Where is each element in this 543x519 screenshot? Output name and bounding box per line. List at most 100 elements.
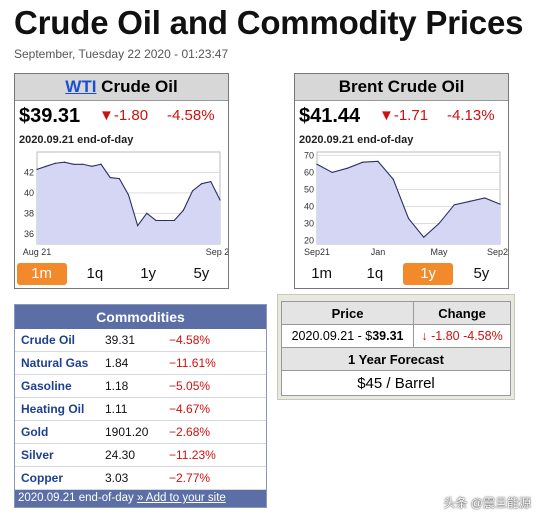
- wti-tab-1m[interactable]: 1m: [16, 263, 67, 285]
- chart-data-point: [346, 167, 349, 169]
- footer-date: 2020.09.21 end-of-day: [18, 492, 134, 504]
- chart-data-point: [155, 219, 157, 222]
- commodity-name[interactable]: Copper: [15, 466, 101, 490]
- commodity-percent: −4.67%: [165, 397, 266, 421]
- chart-data-point: [377, 160, 379, 162]
- wti-percent: -4.58%: [167, 107, 215, 124]
- chart-data-point: [45, 165, 47, 167]
- chart-data-point: [36, 168, 38, 170]
- forecast-widget: Price Change 2020.09.21 - $39.31 ↓ -1.80…: [277, 294, 515, 400]
- forecast-price: 39.31: [372, 329, 404, 343]
- chart-data-point: [91, 165, 93, 167]
- chart-y-tick-label: 70: [304, 150, 314, 160]
- commodity-percent: −2.68%: [165, 420, 266, 444]
- chart-data-point: [127, 194, 130, 196]
- chart-data-point: [210, 181, 212, 183]
- chart-data-point: [499, 203, 501, 205]
- table-row: Copper 3.03 −2.77%: [15, 466, 266, 490]
- chart-data-point: [219, 199, 221, 201]
- brent-header: Brent Crude Oil: [295, 74, 508, 101]
- brent-tab-1y[interactable]: 1y: [403, 263, 454, 285]
- wti-range-tabs: 1m 1q 1y 5y: [15, 263, 228, 285]
- chart-y-tick-label: 36: [24, 229, 34, 239]
- wti-title: Crude Oil: [96, 77, 178, 96]
- commodity-name[interactable]: Gasoline: [15, 374, 101, 398]
- commodity-name[interactable]: Gold: [15, 420, 101, 444]
- chart-data-point: [118, 177, 120, 180]
- wti-tab-5y[interactable]: 5y: [193, 265, 210, 282]
- add-to-site-link[interactable]: » Add to your site: [136, 492, 226, 504]
- chart-data-point: [82, 163, 84, 165]
- brent-note: 2020.09.21 end-of-day: [299, 134, 414, 146]
- brent-tab-1m[interactable]: 1m: [311, 265, 333, 282]
- chart-data-point: [423, 236, 425, 238]
- table-row: Heating Oil 1.11 −4.67%: [15, 397, 266, 421]
- chart-data-point: [407, 217, 410, 220]
- commodities-footer: 2020.09.21 end-of-day » Add to your site: [15, 490, 266, 507]
- chart-x-tick-label: Jan: [371, 247, 386, 257]
- table-row: Natural Gas 1.84 −11.61%: [15, 351, 266, 375]
- chart-data-point: [484, 197, 486, 199]
- table-row: Crude Oil 39.31 −4.58%: [15, 329, 266, 352]
- chart-x-tick-label: Sep21: [487, 247, 508, 257]
- chart-x-tick-label: Aug 21: [23, 247, 52, 257]
- chart-data-point: [362, 161, 364, 163]
- chart-data-point: [392, 178, 394, 180]
- wti-header: WTI Crude Oil: [15, 74, 228, 101]
- commodity-value: 3.03: [101, 466, 165, 490]
- wti-note: 2020.09.21 end-of-day: [19, 134, 134, 146]
- chart-data-point: [316, 163, 318, 165]
- timestamp: September, Tuesday 22 2020 - 01:23:47: [14, 47, 229, 61]
- commodity-percent: −11.23%: [165, 443, 266, 467]
- commodity-value: 1901.20: [101, 420, 165, 444]
- commodity-percent: −5.05%: [165, 374, 266, 398]
- table-row: Gold 1901.20 −2.68%: [15, 420, 266, 444]
- chart-y-tick-label: 38: [24, 208, 34, 218]
- chart-data-point: [109, 176, 111, 179]
- chart-y-tick-label: 42: [24, 167, 34, 177]
- brent-change: ▼-1.71: [379, 107, 429, 124]
- commodity-percent: −4.58%: [165, 329, 266, 352]
- forecast-change: ↓ -1.80 -4.58%: [413, 324, 511, 348]
- wti-chart: 42 40 38 36 Aug 21 Sep 21: [23, 151, 228, 257]
- forecast-table: Price Change 2020.09.21 - $39.31 ↓ -1.80…: [280, 301, 511, 396]
- table-row: Silver 24.30 −11.23%: [15, 443, 266, 467]
- chart-data-point: [54, 162, 56, 164]
- brent-range-tabs: 1m 1q 1y 5y: [295, 263, 508, 285]
- watermark: 头条 @震旦能源: [443, 496, 531, 510]
- chart-data-point: [182, 209, 184, 211]
- change-column-header: Change: [413, 301, 511, 325]
- brent-price: $41.44: [299, 105, 361, 127]
- commodity-percent: −11.61%: [165, 351, 266, 375]
- commodity-name[interactable]: Heating Oil: [15, 397, 101, 421]
- chart-x-tick-label: Sep21: [304, 247, 330, 257]
- chart-y-tick-label: 60: [304, 167, 314, 177]
- forecast-price-cell: 2020.09.21 - $39.31: [280, 324, 415, 348]
- wti-tab-1y[interactable]: 1y: [140, 265, 157, 282]
- wti-link[interactable]: WTI: [65, 77, 97, 96]
- commodity-name[interactable]: Natural Gas: [15, 351, 101, 375]
- commodity-value: 24.30: [101, 443, 165, 467]
- wti-price: $39.31: [19, 105, 81, 127]
- chart-y-tick-label: 20: [304, 236, 314, 246]
- commodity-percent: −2.77%: [165, 466, 266, 490]
- forecast-date: 2020.09.21 - $: [291, 329, 373, 343]
- chart-x-tick-label: May: [430, 247, 448, 257]
- commodity-value: 1.18: [101, 374, 165, 398]
- brent-tab-5y[interactable]: 5y: [473, 265, 490, 282]
- brent-percent: -4.13%: [447, 107, 495, 124]
- commodity-value: 39.31: [101, 329, 165, 352]
- commodities-widget: Commodities Crude Oil 39.31 −4.58% Natural…: [14, 304, 267, 508]
- brent-tab-1q[interactable]: 1q: [366, 265, 384, 282]
- price-column-header: Price: [280, 301, 415, 325]
- chart-data-point: [164, 219, 166, 222]
- commodity-value: 1.11: [101, 397, 165, 421]
- brent-quote-box: Brent Crude Oil $41.44 ▼-1.71 -4.13% 202…: [294, 73, 509, 289]
- chart-data-point: [468, 200, 471, 203]
- table-row: Gasoline 1.18 −5.05%: [15, 374, 266, 398]
- commodity-name[interactable]: Crude Oil: [15, 329, 101, 352]
- wti-tab-1q[interactable]: 1q: [86, 265, 104, 282]
- chart-area-fill: [37, 162, 220, 244]
- wti-quote-box: WTI Crude Oil $39.31 ▼-1.80 -4.58% 2020.…: [14, 73, 229, 289]
- commodity-name[interactable]: Silver: [15, 443, 101, 467]
